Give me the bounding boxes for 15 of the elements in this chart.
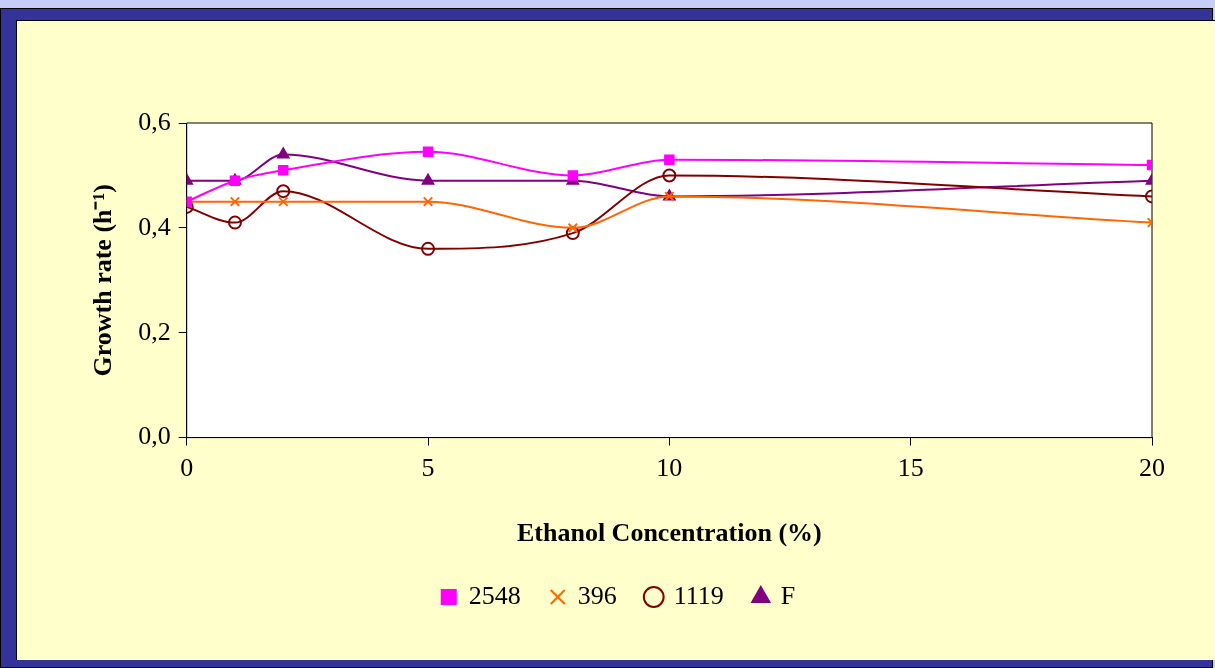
x-tick-label: 15 bbox=[897, 453, 924, 483]
legend-label: F bbox=[780, 580, 796, 610]
x-tick-label: 20 bbox=[1139, 453, 1165, 483]
y-tick-label: 0,6 bbox=[138, 106, 171, 136]
x-tick-label: 0 bbox=[180, 453, 194, 483]
y-tick-label: 0,0 bbox=[138, 421, 171, 451]
legend-label: 2548 bbox=[468, 580, 521, 610]
y-axis-title: Growth rate (h⁻¹) bbox=[88, 184, 118, 377]
legend-label: 396 bbox=[577, 580, 617, 610]
x-axis-title: Ethanol Concentration (%) bbox=[516, 518, 822, 548]
legend-label: 1119 bbox=[673, 580, 724, 610]
y-tick-label: 0,2 bbox=[138, 316, 171, 346]
x-tick-label: 5 bbox=[421, 453, 435, 483]
x-tick-label: 10 bbox=[656, 453, 683, 483]
y-tick-label: 0,4 bbox=[138, 211, 171, 241]
